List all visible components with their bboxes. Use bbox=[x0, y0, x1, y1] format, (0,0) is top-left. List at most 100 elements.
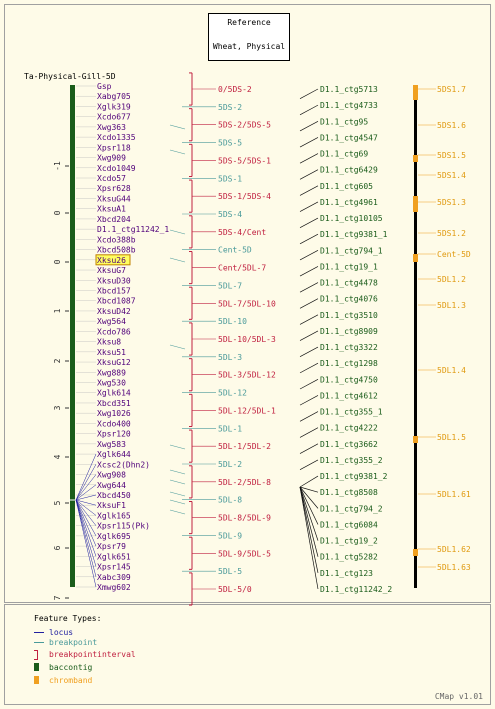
map-title[interactable]: Ta-Physical-Gill-5D bbox=[24, 72, 116, 81]
band-label[interactable]: 5DS1.7 bbox=[437, 85, 466, 94]
band-label[interactable]: 5DL1.2 bbox=[437, 275, 466, 284]
locus-label[interactable]: Xabg705 bbox=[97, 92, 131, 101]
contig-label[interactable]: D1.1_ctg3322 bbox=[320, 343, 378, 352]
locus-label[interactable]: Xpsr115(Pk) bbox=[97, 522, 150, 531]
contig-label[interactable]: D1.1_ctg4547 bbox=[320, 133, 378, 142]
bin-label[interactable]: 5DL-8 bbox=[218, 496, 242, 505]
bin-label[interactable]: 5DL-1 bbox=[218, 424, 242, 433]
contig-label[interactable]: D1.1_ctg1298 bbox=[320, 359, 378, 368]
locus-label[interactable]: Xpsr628 bbox=[97, 184, 131, 193]
contig-label[interactable]: D1.1_ctg10105 bbox=[320, 214, 383, 223]
contig-label[interactable]: D1.1_ctg6429 bbox=[320, 166, 378, 175]
locus-label[interactable]: Xksu26 bbox=[97, 256, 126, 265]
contig-label[interactable]: D1.1_ctg355_1 bbox=[320, 408, 383, 417]
locus-label[interactable]: Xpsr120 bbox=[97, 430, 131, 439]
band-label[interactable]: 5DL1.4 bbox=[437, 366, 466, 375]
bin-label[interactable]: Cent-5D bbox=[218, 246, 252, 255]
locus-label[interactable]: Xglk695 bbox=[97, 532, 131, 541]
contig-label[interactable]: D1.1_ctg8508 bbox=[320, 488, 378, 497]
locus-label[interactable]: Xcdo388b bbox=[97, 235, 136, 244]
bin-label[interactable]: 5DL-9 bbox=[218, 531, 242, 540]
contig-label[interactable]: D1.1_ctg3662 bbox=[320, 440, 378, 449]
locus-label[interactable]: Xbcd450 bbox=[97, 491, 131, 500]
locus-label[interactable]: Xcdo400 bbox=[97, 419, 131, 428]
locus-label[interactable]: Xksu51 bbox=[97, 348, 126, 357]
band-label[interactable]: 5DS1.2 bbox=[437, 229, 466, 238]
contig-label[interactable]: D1.1_ctg5713 bbox=[320, 85, 378, 94]
band-label[interactable]: 5DL1.62 bbox=[437, 545, 471, 554]
contig-label[interactable]: D1.1_ctg794_1 bbox=[320, 246, 383, 255]
bin-label[interactable]: 5DS-5 bbox=[218, 139, 242, 148]
band-bar[interactable] bbox=[414, 85, 417, 588]
bin-label[interactable]: 5DL-12/5DL-1 bbox=[218, 406, 276, 415]
locus-label[interactable]: Xksu8 bbox=[97, 338, 121, 347]
contig-label[interactable]: D1.1_ctg19_1 bbox=[320, 262, 378, 271]
bin-label[interactable]: 5DL-2 bbox=[218, 460, 242, 469]
locus-label[interactable]: Xbcd351 bbox=[97, 399, 131, 408]
chromband-segment[interactable] bbox=[413, 549, 418, 556]
band-label[interactable]: 5DS1.3 bbox=[437, 198, 466, 207]
chromband-segment[interactable] bbox=[413, 85, 418, 100]
contig-label[interactable]: D1.1_ctg69 bbox=[320, 150, 368, 159]
reference-box[interactable]: Reference Wheat, Physical bbox=[208, 13, 290, 61]
band-label[interactable]: 5DL1.3 bbox=[437, 301, 466, 310]
locus-label[interactable]: Xcdo1335 bbox=[97, 133, 136, 142]
contig-label[interactable]: D1.1_ctg605 bbox=[320, 182, 373, 191]
bin-label[interactable]: 5DL-2/5DL-8 bbox=[218, 478, 271, 487]
locus-label[interactable]: Xwg530 bbox=[97, 379, 126, 388]
locus-label[interactable]: Xwg889 bbox=[97, 368, 126, 377]
locus-label[interactable]: XksuD30 bbox=[97, 276, 131, 285]
contig-label[interactable]: D1.1_ctg4733 bbox=[320, 101, 378, 110]
bin-label[interactable]: 5DS-4 bbox=[218, 210, 242, 219]
contig-label[interactable]: D1.1_ctg4612 bbox=[320, 391, 378, 400]
contig-label[interactable]: D1.1_ctg9381_1 bbox=[320, 230, 388, 239]
bin-label[interactable]: 5DL-10/5DL-3 bbox=[218, 335, 276, 344]
band-label[interactable]: 5DS1.5 bbox=[437, 151, 466, 160]
band-label[interactable]: 5DS1.4 bbox=[437, 171, 466, 180]
locus-label[interactable]: Xcdo1049 bbox=[97, 164, 136, 173]
locus-label[interactable]: Xglk165 bbox=[97, 511, 131, 520]
band-label[interactable]: Cent-5D bbox=[437, 250, 471, 259]
locus-label[interactable]: Xwg564 bbox=[97, 317, 126, 326]
contig-label[interactable]: D1.1_ctg8909 bbox=[320, 327, 378, 336]
locus-label[interactable]: Xbcd508b bbox=[97, 246, 136, 255]
bin-label[interactable]: 5DL-5 bbox=[218, 567, 242, 576]
bin-label[interactable]: 0/5DS-2 bbox=[218, 85, 252, 94]
locus-label[interactable]: Xwg644 bbox=[97, 481, 126, 490]
contig-label[interactable]: D1.1_ctg4222 bbox=[320, 424, 378, 433]
contig-label[interactable]: D1.1_ctg4478 bbox=[320, 279, 378, 288]
bin-label[interactable]: 5DL-8/5DL-9 bbox=[218, 514, 271, 523]
bin-label[interactable]: Cent/5DL-7 bbox=[218, 264, 266, 273]
contig-label[interactable]: D1.1_ctg794_2 bbox=[320, 504, 383, 513]
bin-label[interactable]: 5DL-12 bbox=[218, 389, 247, 398]
band-label[interactable]: 5DL1.5 bbox=[437, 433, 466, 442]
contig-label[interactable]: D1.1_ctg5282 bbox=[320, 553, 378, 562]
locus-label[interactable]: Xglk319 bbox=[97, 102, 131, 111]
bin-label[interactable]: 5DS-2 bbox=[218, 103, 242, 112]
bin-label[interactable]: 5DL-3/5DL-12 bbox=[218, 371, 276, 380]
chromosome-bar[interactable] bbox=[70, 85, 75, 587]
contig-label[interactable]: D1.1_ctg6084 bbox=[320, 520, 378, 529]
locus-label[interactable]: Xpsr145 bbox=[97, 563, 131, 572]
locus-label[interactable]: Xwg908 bbox=[97, 471, 126, 480]
contig-label[interactable]: D1.1_ctg4750 bbox=[320, 375, 378, 384]
chromband-segment[interactable] bbox=[413, 436, 418, 443]
contig-label[interactable]: D1.1_ctg11242_2 bbox=[320, 585, 392, 594]
bin-label[interactable]: 5DL-7 bbox=[218, 281, 242, 290]
locus-label[interactable]: Xbcd1087 bbox=[97, 297, 136, 306]
locus-label[interactable]: Xabc309 bbox=[97, 573, 131, 582]
locus-label[interactable]: XksuG12 bbox=[97, 358, 131, 367]
band-label[interactable]: 5DL1.63 bbox=[437, 563, 471, 572]
locus-label[interactable]: Xcdo677 bbox=[97, 113, 131, 122]
contig-label[interactable]: D1.1_ctg4961 bbox=[320, 198, 378, 207]
contig-label[interactable]: D1.1_ctg355_2 bbox=[320, 456, 383, 465]
locus-label[interactable]: Gsp bbox=[97, 82, 112, 91]
locus-label[interactable]: Xwg583 bbox=[97, 440, 126, 449]
locus-label[interactable]: Xbcd204 bbox=[97, 215, 131, 224]
bin-label[interactable]: 5DS-2/5DS-5 bbox=[218, 121, 271, 130]
locus-label[interactable]: XksuD42 bbox=[97, 307, 131, 316]
locus-label[interactable]: XksuA1 bbox=[97, 205, 126, 214]
band-label[interactable]: 5DL1.61 bbox=[437, 490, 471, 499]
locus-label[interactable]: Xbcd157 bbox=[97, 286, 131, 295]
contig-label[interactable]: D1.1_ctg4076 bbox=[320, 295, 378, 304]
